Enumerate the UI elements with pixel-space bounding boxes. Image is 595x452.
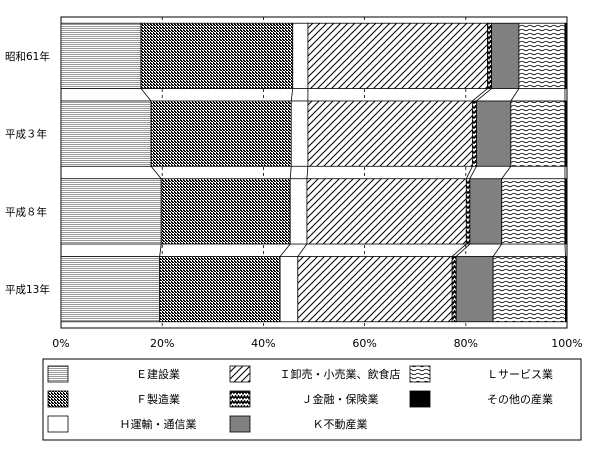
bar-segment-1-3 [307,100,473,167]
legend-swatch [409,365,431,383]
legend-label: Ｋ不動産業 [313,417,368,431]
connector-line [279,243,291,257]
bar-segment-0-7 [564,22,568,89]
category-label: 昭和61年 [5,50,50,63]
legend-label: その他の産業 [487,393,553,406]
connector-line [492,243,503,257]
bar-segment-0-3 [307,22,488,89]
legend-label: Ｌサービス業 [487,368,553,381]
connector-line [469,166,477,179]
connector-line [455,243,471,257]
x-tick-label: 20% [150,337,174,350]
connector-line [306,166,309,179]
bar-segment-3-3 [297,256,453,323]
legend-label: Ｉ卸売・小売業、飲食店 [280,367,401,381]
legend-swatch [229,365,251,383]
bar-segment-1-6 [510,100,566,167]
connector-line [290,88,294,102]
connector-line [140,88,152,102]
x-tick-label: 60% [352,337,376,350]
bar-segment-2-6 [501,178,566,245]
bar-segment-0-4 [487,22,493,89]
bar-segment-0-5 [491,22,520,89]
bar-segment-2-7 [564,178,568,245]
category-label: 平成３年 [5,128,47,141]
bar-segment-2-2 [289,178,308,245]
connector-line [465,166,473,179]
bar-segment-1-2 [290,100,309,167]
legend-label: Ｊ金融・保険業 [302,392,379,406]
bar-segment-1-0 [60,100,152,167]
legend-label: Ｅ建設業 [136,367,180,381]
series-connectors [140,88,566,257]
bar-segment-2-0 [60,178,162,245]
connector-line [476,88,492,102]
bar-segment-0-1 [140,22,294,89]
legend-box [42,358,582,441]
legend-label: Ｆ製造業 [136,392,180,406]
category-label: 平成８年 [5,205,47,218]
connector-line [472,88,488,102]
connector-line [564,244,566,257]
bar-segment-3-0 [60,256,161,323]
x-tick-label: 80% [454,337,478,350]
connector-line [297,243,308,257]
legend-swatch [47,365,69,383]
legend-swatch [47,415,69,433]
bar-segment-3-7 [565,256,568,323]
bar-segment-2-1 [160,178,291,245]
connector-line [150,166,162,179]
connector-line [501,166,512,179]
bar-segment-3-5 [455,256,494,323]
category-label: 平成13年 [5,283,50,296]
bar-segment-3-1 [159,256,281,323]
legend-swatch [47,390,69,408]
x-tick-label: 40% [251,337,275,350]
legend: Ｅ建設業 Ｆ製造業 Ｈ運輸・通信業 Ｉ卸売・小売業、飲食店 Ｊ金融・保険業 Ｋ不動産業 Ｌサ… [47,365,553,433]
legend-label: Ｈ運輸・通信業 [120,417,197,431]
bar-segment-2-3 [306,178,467,245]
bar-segment-2-4 [465,178,471,245]
x-axis-tick-labels: 0% 20% 40% 60% 80% 100% [52,337,582,350]
bar-segment-0-6 [518,22,566,89]
bar-segment-1-7 [564,100,568,167]
bar-segments [60,22,568,323]
bar-segment-0-0 [60,22,142,89]
bar-segment-1-5 [476,100,512,167]
bar-segment-0-2 [292,22,309,89]
bar-segment-1-1 [150,100,292,167]
bar-segment-1-4 [471,100,477,167]
connector-line [159,243,162,257]
x-tick-label: 0% [52,337,69,350]
bar-segment-3-2 [279,256,299,323]
legend-swatch [409,390,431,408]
legend-swatch [229,390,251,408]
legend-swatch [229,415,251,433]
connector-line [510,88,520,102]
bar-segment-2-5 [469,178,503,245]
bar-segment-3-4 [451,256,457,323]
connector-line [451,243,467,257]
bar-segment-3-6 [492,256,566,323]
x-tick-label: 100% [551,337,582,350]
connector-line [289,166,292,179]
